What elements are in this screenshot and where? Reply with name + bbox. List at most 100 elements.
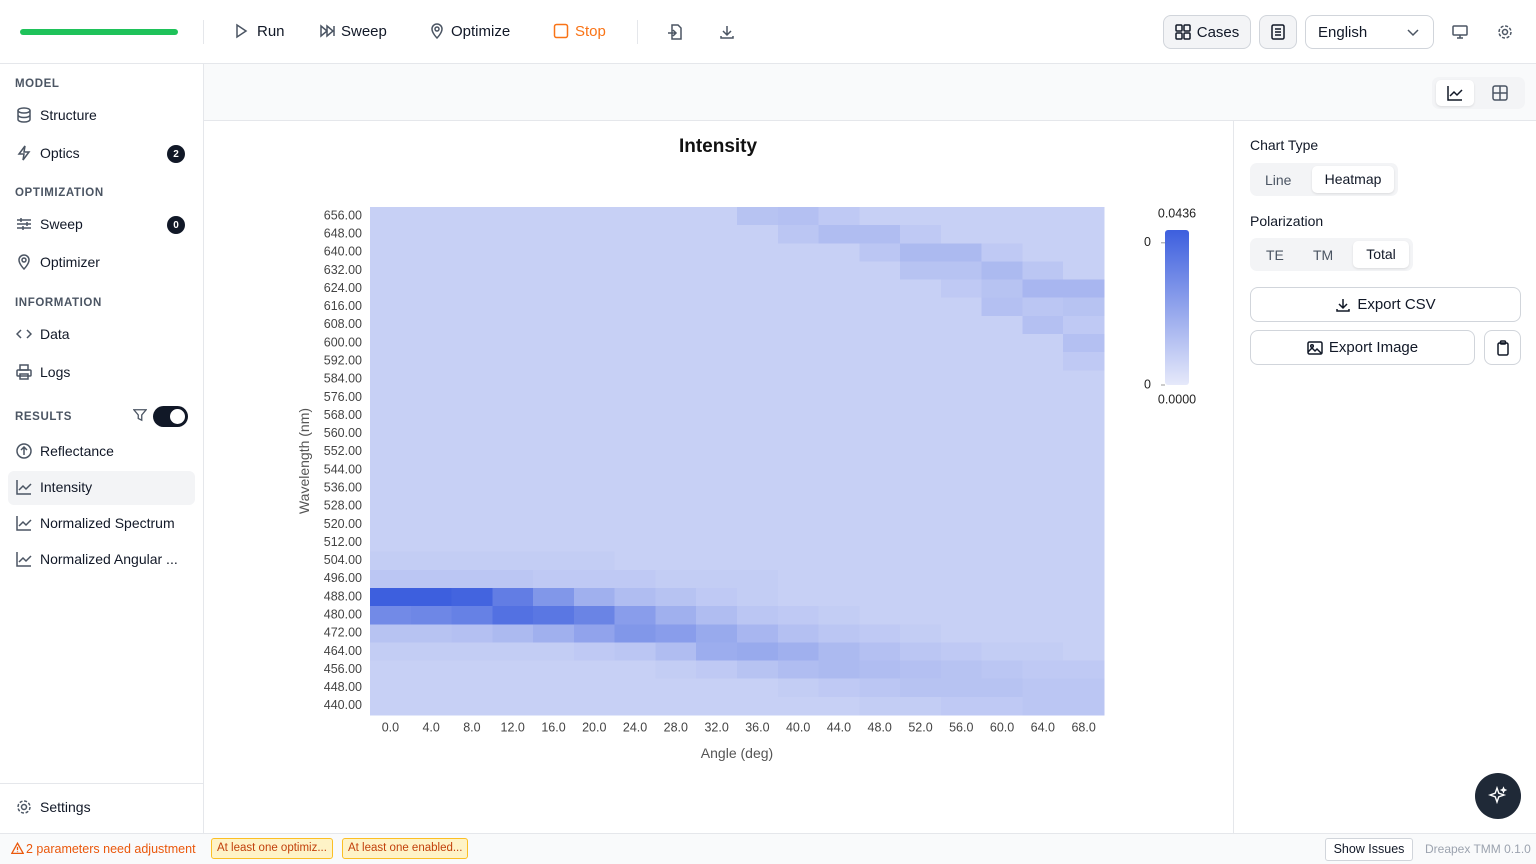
export-image-button[interactable]: Export Image xyxy=(1250,330,1475,365)
heatmap-cell xyxy=(573,370,616,389)
x-tick-label: 0.0 xyxy=(382,720,399,734)
results-toggle[interactable] xyxy=(153,406,188,427)
heatmap-cell xyxy=(777,207,820,226)
heatmap-cell xyxy=(370,315,412,335)
label: Reflectance xyxy=(40,443,114,459)
toolbar xyxy=(0,0,1536,64)
filter-icon[interactable] xyxy=(133,408,147,422)
heatmap-cell xyxy=(981,225,1023,244)
heatmap-cell xyxy=(1022,424,1064,444)
heatmap-cell xyxy=(614,606,656,625)
heatmap-cell xyxy=(981,479,1023,498)
option[interactable]: Line xyxy=(1265,172,1292,188)
heatmap-cell xyxy=(614,334,656,353)
heatmap-cell xyxy=(1063,624,1105,643)
nav-item[interactable]: Normalized Spectrum xyxy=(16,515,175,531)
heatmap-cell xyxy=(655,606,697,625)
heatmap-cell xyxy=(981,261,1023,281)
heatmap-cell xyxy=(737,334,779,353)
nav-item[interactable]: Intensity xyxy=(16,479,92,495)
heatmap-cell xyxy=(696,624,738,643)
heatmap-cell xyxy=(410,551,453,571)
heatmap-cell xyxy=(410,588,453,607)
heatmap-cell xyxy=(981,243,1023,262)
nav-item[interactable]: Optics xyxy=(16,145,80,161)
heatmap-cell xyxy=(737,588,779,607)
cases-button[interactable]: Cases xyxy=(1163,15,1251,49)
import-button[interactable] xyxy=(667,24,683,40)
heatmap-cell xyxy=(940,424,983,444)
option-active[interactable]: Total xyxy=(1353,241,1409,268)
heatmap-cell xyxy=(818,624,860,643)
heatmap-cell xyxy=(1022,261,1064,281)
option[interactable]: TE xyxy=(1266,247,1284,263)
heatmap-cell xyxy=(410,461,453,480)
export-csv-button[interactable]: Export CSV xyxy=(1250,287,1521,322)
display-button[interactable] xyxy=(1452,24,1468,40)
nav-item-selected[interactable] xyxy=(8,471,195,505)
stop-button[interactable]: Stop xyxy=(553,23,606,41)
settings-button[interactable] xyxy=(1497,24,1513,40)
nav-item[interactable]: Normalized Angular ... xyxy=(16,551,178,567)
heatmap-cell xyxy=(614,660,656,680)
heatmap-cell xyxy=(410,642,453,662)
run-button[interactable]: Run xyxy=(233,23,285,41)
table-view-button[interactable] xyxy=(1492,85,1508,101)
show-issues-button[interactable]: Show Issues xyxy=(1325,838,1413,861)
nav-item[interactable]: Sweep xyxy=(16,216,83,232)
icon xyxy=(1307,340,1323,355)
heatmap-cell xyxy=(900,315,942,335)
heatmap-cell xyxy=(1063,461,1105,480)
heatmap-cell xyxy=(777,588,820,607)
heatmap-cell xyxy=(410,569,453,589)
heatmap-cell xyxy=(981,533,1023,553)
y-tick-label: 568.00 xyxy=(324,408,362,422)
x-tick-label: 68.0 xyxy=(1071,720,1095,734)
nav-item[interactable]: Data xyxy=(16,326,70,342)
heatmap-cell xyxy=(492,569,534,589)
heatmap-cell xyxy=(1063,279,1105,299)
sweep-button[interactable]: Sweep xyxy=(319,23,387,41)
nav-item[interactable]: Optimizer xyxy=(16,254,100,270)
heatmap-cell xyxy=(655,424,697,444)
heatmap-cell xyxy=(614,225,656,244)
field-label: Chart Type xyxy=(1250,137,1319,153)
nav-item[interactable]: Logs xyxy=(16,364,70,380)
chart-view-button[interactable] xyxy=(1436,80,1474,106)
heatmap-cell xyxy=(370,515,412,535)
heatmap-cell xyxy=(1063,515,1105,535)
nav-item[interactable]: Structure xyxy=(16,107,97,123)
heatmap-cell xyxy=(492,588,534,607)
settings-item[interactable]: Settings xyxy=(16,799,91,815)
download-button[interactable] xyxy=(719,24,735,40)
copy-button[interactable] xyxy=(1484,330,1521,365)
heatmap-cell xyxy=(533,297,575,317)
x-tick-label: 12.0 xyxy=(501,720,525,734)
assistant-button[interactable] xyxy=(1475,773,1521,819)
heatmap-cell xyxy=(492,352,534,371)
heatmap-cell xyxy=(410,315,453,335)
heatmap-cell xyxy=(370,424,412,444)
notes-button[interactable] xyxy=(1259,15,1297,49)
heatmap-cell xyxy=(940,479,983,498)
y-tick-label: 456.00 xyxy=(324,662,362,676)
heatmap-cell xyxy=(859,406,901,426)
issue-chip[interactable]: At least one optimiz... xyxy=(211,838,333,859)
nav-item[interactable]: Reflectance xyxy=(16,443,114,459)
heatmap-cell xyxy=(696,461,738,480)
optimize-button[interactable]: Optimize xyxy=(429,23,510,41)
issue-chip[interactable]: At least one enabled... xyxy=(342,838,469,859)
heatmap-cell xyxy=(492,497,534,516)
label: Optics xyxy=(40,145,80,161)
heatmap-cell xyxy=(859,225,901,244)
heatmap-cell xyxy=(573,297,616,317)
section-title: OPTIMIZATION xyxy=(15,187,104,199)
heatmap-cell xyxy=(859,334,901,353)
heatmap-cell xyxy=(696,569,738,589)
option[interactable]: TM xyxy=(1313,247,1334,263)
heatmap-cell xyxy=(451,678,493,698)
heatmap-cell xyxy=(533,315,575,335)
y-tick-label: 576.00 xyxy=(324,390,362,404)
language-select[interactable]: English xyxy=(1305,15,1434,49)
option-active[interactable]: Heatmap xyxy=(1312,166,1394,193)
